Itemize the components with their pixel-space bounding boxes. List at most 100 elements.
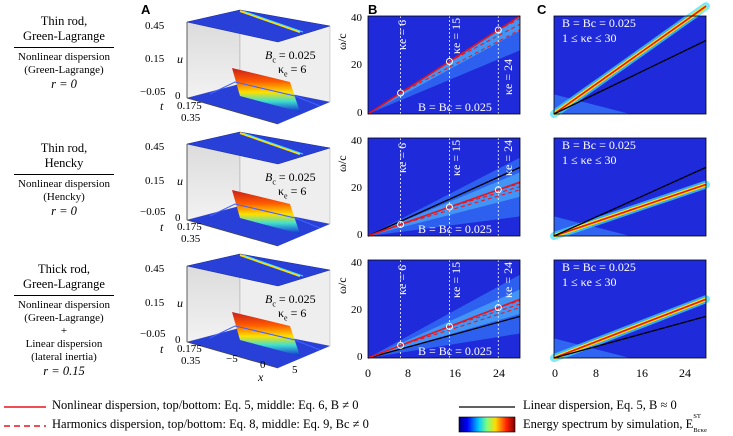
legend-harmonics: Harmonics dispersion, top/bottom: Eq. 8,… <box>52 417 369 431</box>
b-row2-ytick-20: 20 <box>351 182 362 194</box>
b-marker-6 <box>397 220 405 228</box>
b-marker-15 <box>445 58 453 65</box>
a-row1-ytick-bot: −0.05 <box>140 86 166 98</box>
a-top-slab <box>187 254 330 286</box>
c-nonlinear-line <box>553 5 707 115</box>
legend-energy: Energy spectrum by simulation, E ST Bcκe <box>523 413 707 434</box>
a-row2-ttick-2: 0.35 <box>181 233 201 245</box>
c-row3-plot <box>550 259 710 362</box>
a-row2-params: Bc = 0.025 <box>265 170 316 187</box>
b-harmonic-24 <box>498 183 521 191</box>
b-row2-ytick-0: 0 <box>357 229 363 241</box>
b-xtick-0: 0 <box>365 366 371 380</box>
b-nonlinear-line <box>367 298 521 359</box>
b-xtick-24: 24 <box>493 366 505 380</box>
a-row2-surface <box>186 131 331 247</box>
a-ripple <box>209 81 321 107</box>
b-marker-6 <box>397 341 405 349</box>
b-harmonic-6 <box>400 29 521 94</box>
b-harmonic-15 <box>449 186 521 208</box>
b-linear-line <box>367 166 521 237</box>
b-frame <box>367 137 521 237</box>
c-row1-plot <box>550 2 710 118</box>
b-row3-ytick-0: 0 <box>357 351 363 363</box>
a-top-slab <box>187 132 330 164</box>
b-nonlinear-line <box>367 181 521 237</box>
row-1-label: Thin rod, Green-Lagrange Nonlinear disper… <box>0 14 128 92</box>
legend-energy-colorbar <box>458 416 516 433</box>
a-top-stripe-2 <box>242 10 304 33</box>
a-top-slab <box>187 10 330 42</box>
a-row2-ytick-top: 0.45 <box>145 141 165 153</box>
a-row1-ttick-0: 0 <box>175 90 181 102</box>
a-row1-ttick-1: 0.175 <box>177 100 202 112</box>
a-row1-ytick-top: 0.45 <box>145 20 165 32</box>
b-harmonic-15 <box>449 23 521 62</box>
c-row1-params: B = Bc = 0.025 1 ≤ κe ≤ 30 <box>562 16 636 45</box>
c-row2-params: B = Bc = 0.025 1 ≤ κe ≤ 30 <box>562 138 636 167</box>
c-frame <box>553 259 707 359</box>
c-nonlinear-line <box>553 183 707 237</box>
b-marker-24 <box>494 304 502 312</box>
b-harmonic-15 <box>449 303 521 327</box>
c-background <box>554 138 706 236</box>
a-top-slab-edge <box>186 131 331 165</box>
a-row1-ylabel: u <box>177 52 183 66</box>
a-row2-ytick-bot: −0.05 <box>140 206 166 218</box>
b-frame <box>367 259 521 359</box>
a-row3-surface <box>186 253 331 369</box>
b-frame <box>367 15 521 115</box>
b-spectral-band <box>368 274 520 358</box>
a-row3-ttick-1: 0.175 <box>177 343 202 355</box>
a-pulse <box>232 68 300 112</box>
b-marker-24 <box>494 26 502 34</box>
a-floor <box>187 84 330 124</box>
a-xaxis <box>186 219 279 247</box>
b-row1-kappa-24: κe = 24 <box>501 58 515 95</box>
a-top-stripe <box>239 132 301 155</box>
c-frame <box>553 15 707 115</box>
b-marker-24 <box>494 186 502 194</box>
a-row3-xtick-2: 5 <box>292 364 298 376</box>
c-xtick-0: 0 <box>552 366 558 380</box>
b-row3-ytick-20: 20 <box>351 304 362 316</box>
row-2-label: Thin rod, Hencky Nonlinear dispersion (Hen… <box>0 141 128 219</box>
b-row2-kappa-24: κe = 24 <box>501 139 515 176</box>
a-top-stripe-2 <box>242 254 304 277</box>
a-floor <box>187 206 330 246</box>
a-pulse <box>232 312 300 356</box>
b-row1-ytick-20: 20 <box>351 59 362 71</box>
b-row1-kappa-6: κe = 6 <box>395 19 409 50</box>
b-spectral-band <box>368 157 520 236</box>
legend-linear: Linear dispersion, Eq. 5, B ≈ 0 <box>523 398 677 412</box>
b-row1-B-label: B = Bc = 0.025 <box>418 100 492 114</box>
a-row1-tlabel: t <box>160 99 164 113</box>
a-row3-ytick-top: 0.45 <box>145 263 165 275</box>
b-linear-line <box>367 315 521 359</box>
c-linear-line <box>553 166 707 237</box>
b-spectral-core <box>368 172 520 236</box>
a-row3-ttick-2: 0.35 <box>181 355 201 367</box>
panel-label-c: C <box>537 2 547 17</box>
b-marker-15 <box>445 203 453 211</box>
b-harmonic-24 <box>498 300 521 309</box>
c-nonlinear-line <box>553 298 707 359</box>
b-row2-kappa-6: κe = 6 <box>395 142 409 173</box>
a-row2-ylabel: u <box>177 174 183 188</box>
b-row3-kappa-15: κe = 15 <box>449 261 463 298</box>
b-row2-ytick-40: 40 <box>351 135 362 147</box>
a-row3-tlabel: t <box>160 342 164 356</box>
c-xtick-8: 8 <box>593 366 599 380</box>
b-xtick-16: 16 <box>449 366 461 380</box>
a-top-stripe-2 <box>242 132 304 155</box>
b-row1-ytick-0: 0 <box>357 107 363 119</box>
panel-label-a: A <box>141 2 151 17</box>
a-top-stripe <box>239 10 301 33</box>
c-linear-line <box>553 315 707 359</box>
a-top-slab-edge <box>186 9 331 43</box>
c-xtick-24: 24 <box>679 366 691 380</box>
b-row3-ytick-40: 40 <box>351 257 362 269</box>
legend-swatches-left <box>4 406 46 427</box>
a-row3-xtick-0: −5 <box>226 353 238 365</box>
